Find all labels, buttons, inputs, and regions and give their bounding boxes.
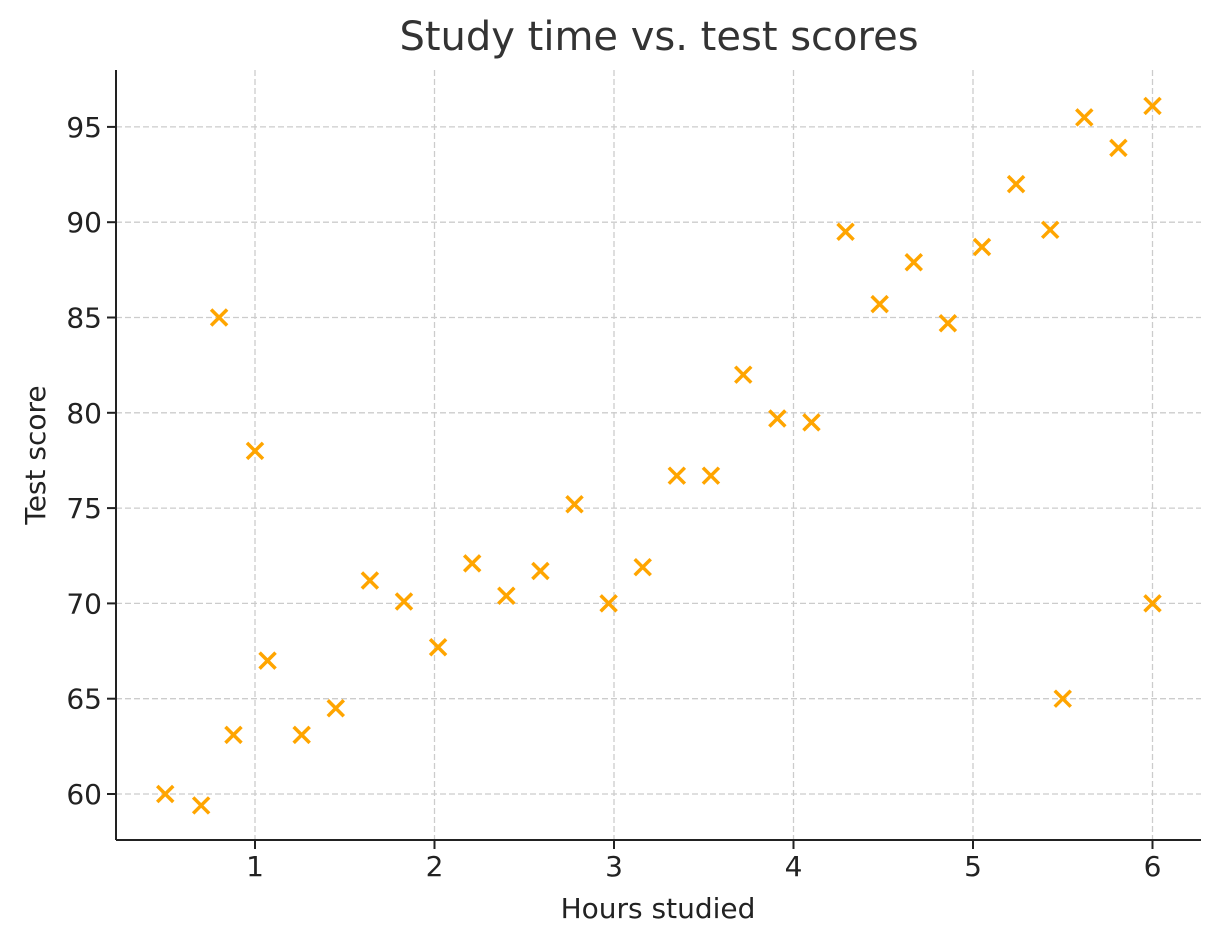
- data-point-marker: [497, 586, 516, 606]
- y-axis-label: Test score: [19, 385, 52, 525]
- data-point-marker: [292, 725, 311, 745]
- data-point-marker: [1143, 96, 1162, 116]
- x-tick-label: 1: [246, 850, 264, 883]
- x-tick-label: 2: [426, 850, 444, 883]
- data-point-marker: [156, 784, 175, 804]
- data-point-marker: [258, 651, 277, 670]
- data-point-marker: [224, 725, 243, 745]
- y-tick-label: 95: [66, 111, 102, 144]
- x-tick-label: 5: [964, 850, 982, 883]
- data-point-marker: [245, 441, 265, 461]
- data-point-marker: [599, 594, 618, 613]
- x-tick-label: 4: [785, 850, 803, 883]
- data-point-marker: [938, 313, 958, 333]
- data-point-marker: [462, 554, 482, 573]
- y-tick-label: 85: [66, 302, 102, 335]
- data-point-marker: [972, 237, 992, 257]
- data-point-marker: [836, 222, 855, 241]
- data-point-marker: [360, 571, 380, 590]
- data-point-marker: [191, 796, 211, 815]
- data-point-marker: [326, 698, 346, 718]
- data-point-marker: [1053, 689, 1072, 708]
- data-point-marker: [1143, 594, 1162, 613]
- data-point-marker: [1006, 174, 1026, 194]
- x-tick-label: 3: [605, 850, 623, 883]
- data-point-marker: [734, 365, 753, 384]
- data-point-marker: [565, 495, 584, 514]
- data-point-marker: [768, 409, 787, 428]
- x-tick-label: 6: [1144, 850, 1162, 883]
- data-point-marker: [701, 466, 721, 485]
- data-point-marker: [428, 638, 448, 657]
- data-point-marker: [531, 561, 550, 581]
- y-tick-label: 80: [66, 397, 102, 430]
- data-point-marker: [394, 592, 414, 611]
- data-point-marker: [802, 413, 821, 432]
- data-point-marker: [1075, 108, 1094, 127]
- y-tick-label: 90: [66, 206, 102, 239]
- y-tick-label: 70: [66, 587, 102, 620]
- data-point-marker: [633, 557, 652, 577]
- data-point-marker: [870, 294, 889, 314]
- chart-title: Study time vs. test scores: [399, 14, 919, 60]
- y-tick-label: 75: [66, 492, 102, 525]
- y-tick-label: 60: [66, 778, 102, 811]
- data-point-marker: [667, 466, 687, 485]
- data-point-marker: [904, 252, 924, 272]
- y-tick-label: 65: [66, 683, 102, 716]
- data-point-marker: [1040, 220, 1060, 240]
- data-point-marker: [1109, 138, 1128, 158]
- x-axis-label: Hours studied: [561, 892, 756, 925]
- data-point-marker: [209, 308, 229, 327]
